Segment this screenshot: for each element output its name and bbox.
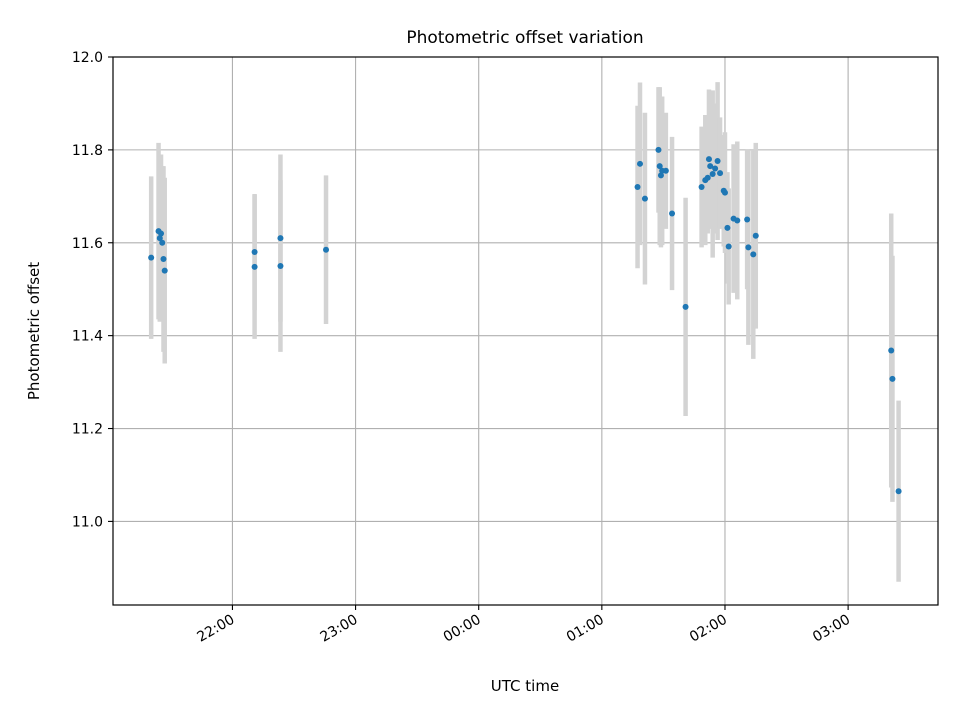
data-point-12 [634, 184, 641, 191]
data-point-0 [148, 254, 155, 261]
data-point-13 [637, 160, 644, 167]
data-point-27 [709, 171, 716, 178]
data-point-40 [752, 232, 759, 239]
data-point-26 [707, 163, 714, 170]
x-axis-title: UTC time [491, 677, 559, 695]
data-point-28 [712, 165, 719, 172]
y-tick-label-2: 11.4 [72, 329, 103, 345]
data-point-33 [724, 224, 731, 231]
data-point-15 [655, 146, 662, 153]
data-point-36 [734, 217, 741, 224]
y-tick-label-0: 11.0 [72, 514, 103, 530]
data-point-29 [714, 158, 721, 165]
data-point-10 [277, 262, 284, 269]
data-point-9 [277, 235, 284, 242]
data-point-39 [750, 251, 757, 258]
data-point-7 [251, 249, 258, 256]
data-point-34 [725, 243, 732, 250]
data-point-30 [717, 170, 724, 177]
data-point-32 [721, 189, 728, 196]
data-point-43 [895, 488, 902, 495]
data-point-2 [156, 235, 163, 242]
data-point-3 [158, 230, 165, 237]
data-point-16 [656, 163, 663, 170]
data-point-11 [323, 246, 330, 253]
data-point-6 [161, 267, 168, 274]
y-tick-label-3: 11.6 [72, 236, 103, 252]
y-tick-label-5: 12.0 [72, 50, 103, 66]
data-point-5 [160, 256, 167, 263]
data-point-20 [669, 210, 676, 217]
point-layer [148, 146, 902, 495]
data-point-4 [159, 239, 166, 246]
data-point-22 [698, 184, 705, 191]
data-point-25 [705, 156, 712, 163]
data-point-42 [889, 375, 896, 382]
data-point-19 [662, 167, 669, 174]
data-point-8 [251, 263, 258, 270]
data-point-38 [745, 244, 752, 251]
data-point-37 [744, 216, 751, 223]
y-axis-title: Photometric offset [25, 262, 43, 400]
data-point-14 [641, 195, 648, 202]
data-point-41 [888, 347, 895, 354]
data-point-21 [682, 303, 689, 310]
y-tick-label-4: 11.8 [72, 143, 103, 159]
y-tick-label-1: 11.2 [72, 422, 103, 438]
plot-frame [112, 56, 939, 606]
data-point-24 [704, 174, 711, 181]
data-point-17 [657, 172, 664, 179]
chart-title: Photometric offset variation [406, 28, 643, 48]
